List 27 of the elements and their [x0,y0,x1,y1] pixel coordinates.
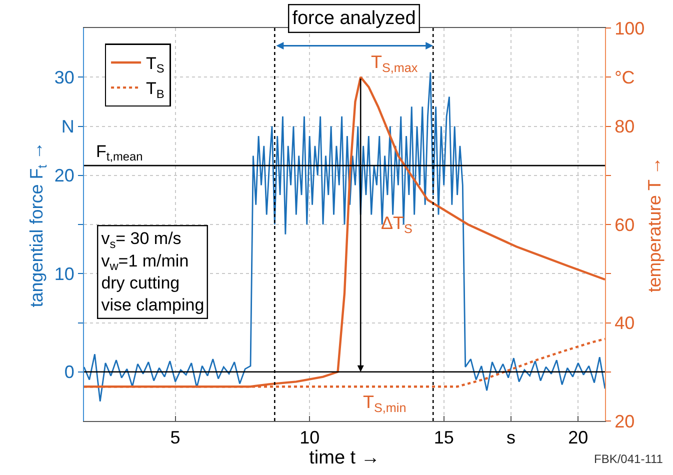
y-tick-label: N [61,116,74,137]
x-tick-label: 15 [434,428,454,448]
x-tick-label: 5 [170,428,180,448]
text: FBK/041-111 [594,452,664,466]
y2-tick-label: 100 [614,18,645,38]
y2-axis-title: temperature T → [644,156,665,292]
ref-line-label: F$_{t,mean}$ [96,142,143,164]
annotation: T$_{S,max}$ [371,52,418,75]
x-tick-label: s [506,428,516,448]
legend-label: T$_{S}$ [146,54,164,76]
y2-tick-label: 60 [614,214,635,235]
y-tick-label: 20 [54,166,74,186]
y2-tick-label: 20 [614,411,635,432]
annotation: v$_{s}$= 30 m/s v$_{w}$=1 m/min dry cutting vise clamping [101,229,204,314]
y2-tick-label: °C [614,67,635,88]
y2-tick-label: 80 [614,116,635,137]
y-tick-label: 10 [54,264,74,284]
x-tick-label: 10 [300,428,320,448]
annotation: ΔT$_{S}$ [381,213,412,236]
x-tick-label: 20 [568,428,588,448]
legend-label: T$_{B}$ [146,79,164,101]
annotation: T$_{S,min}$ [363,392,406,415]
annotation: force analyzed [292,8,416,30]
y-tick-label: 0 [64,362,74,382]
y2-tick-label: 40 [614,313,635,334]
x-axis-title: time t → [309,448,380,469]
y-tick-label: 30 [54,67,74,88]
